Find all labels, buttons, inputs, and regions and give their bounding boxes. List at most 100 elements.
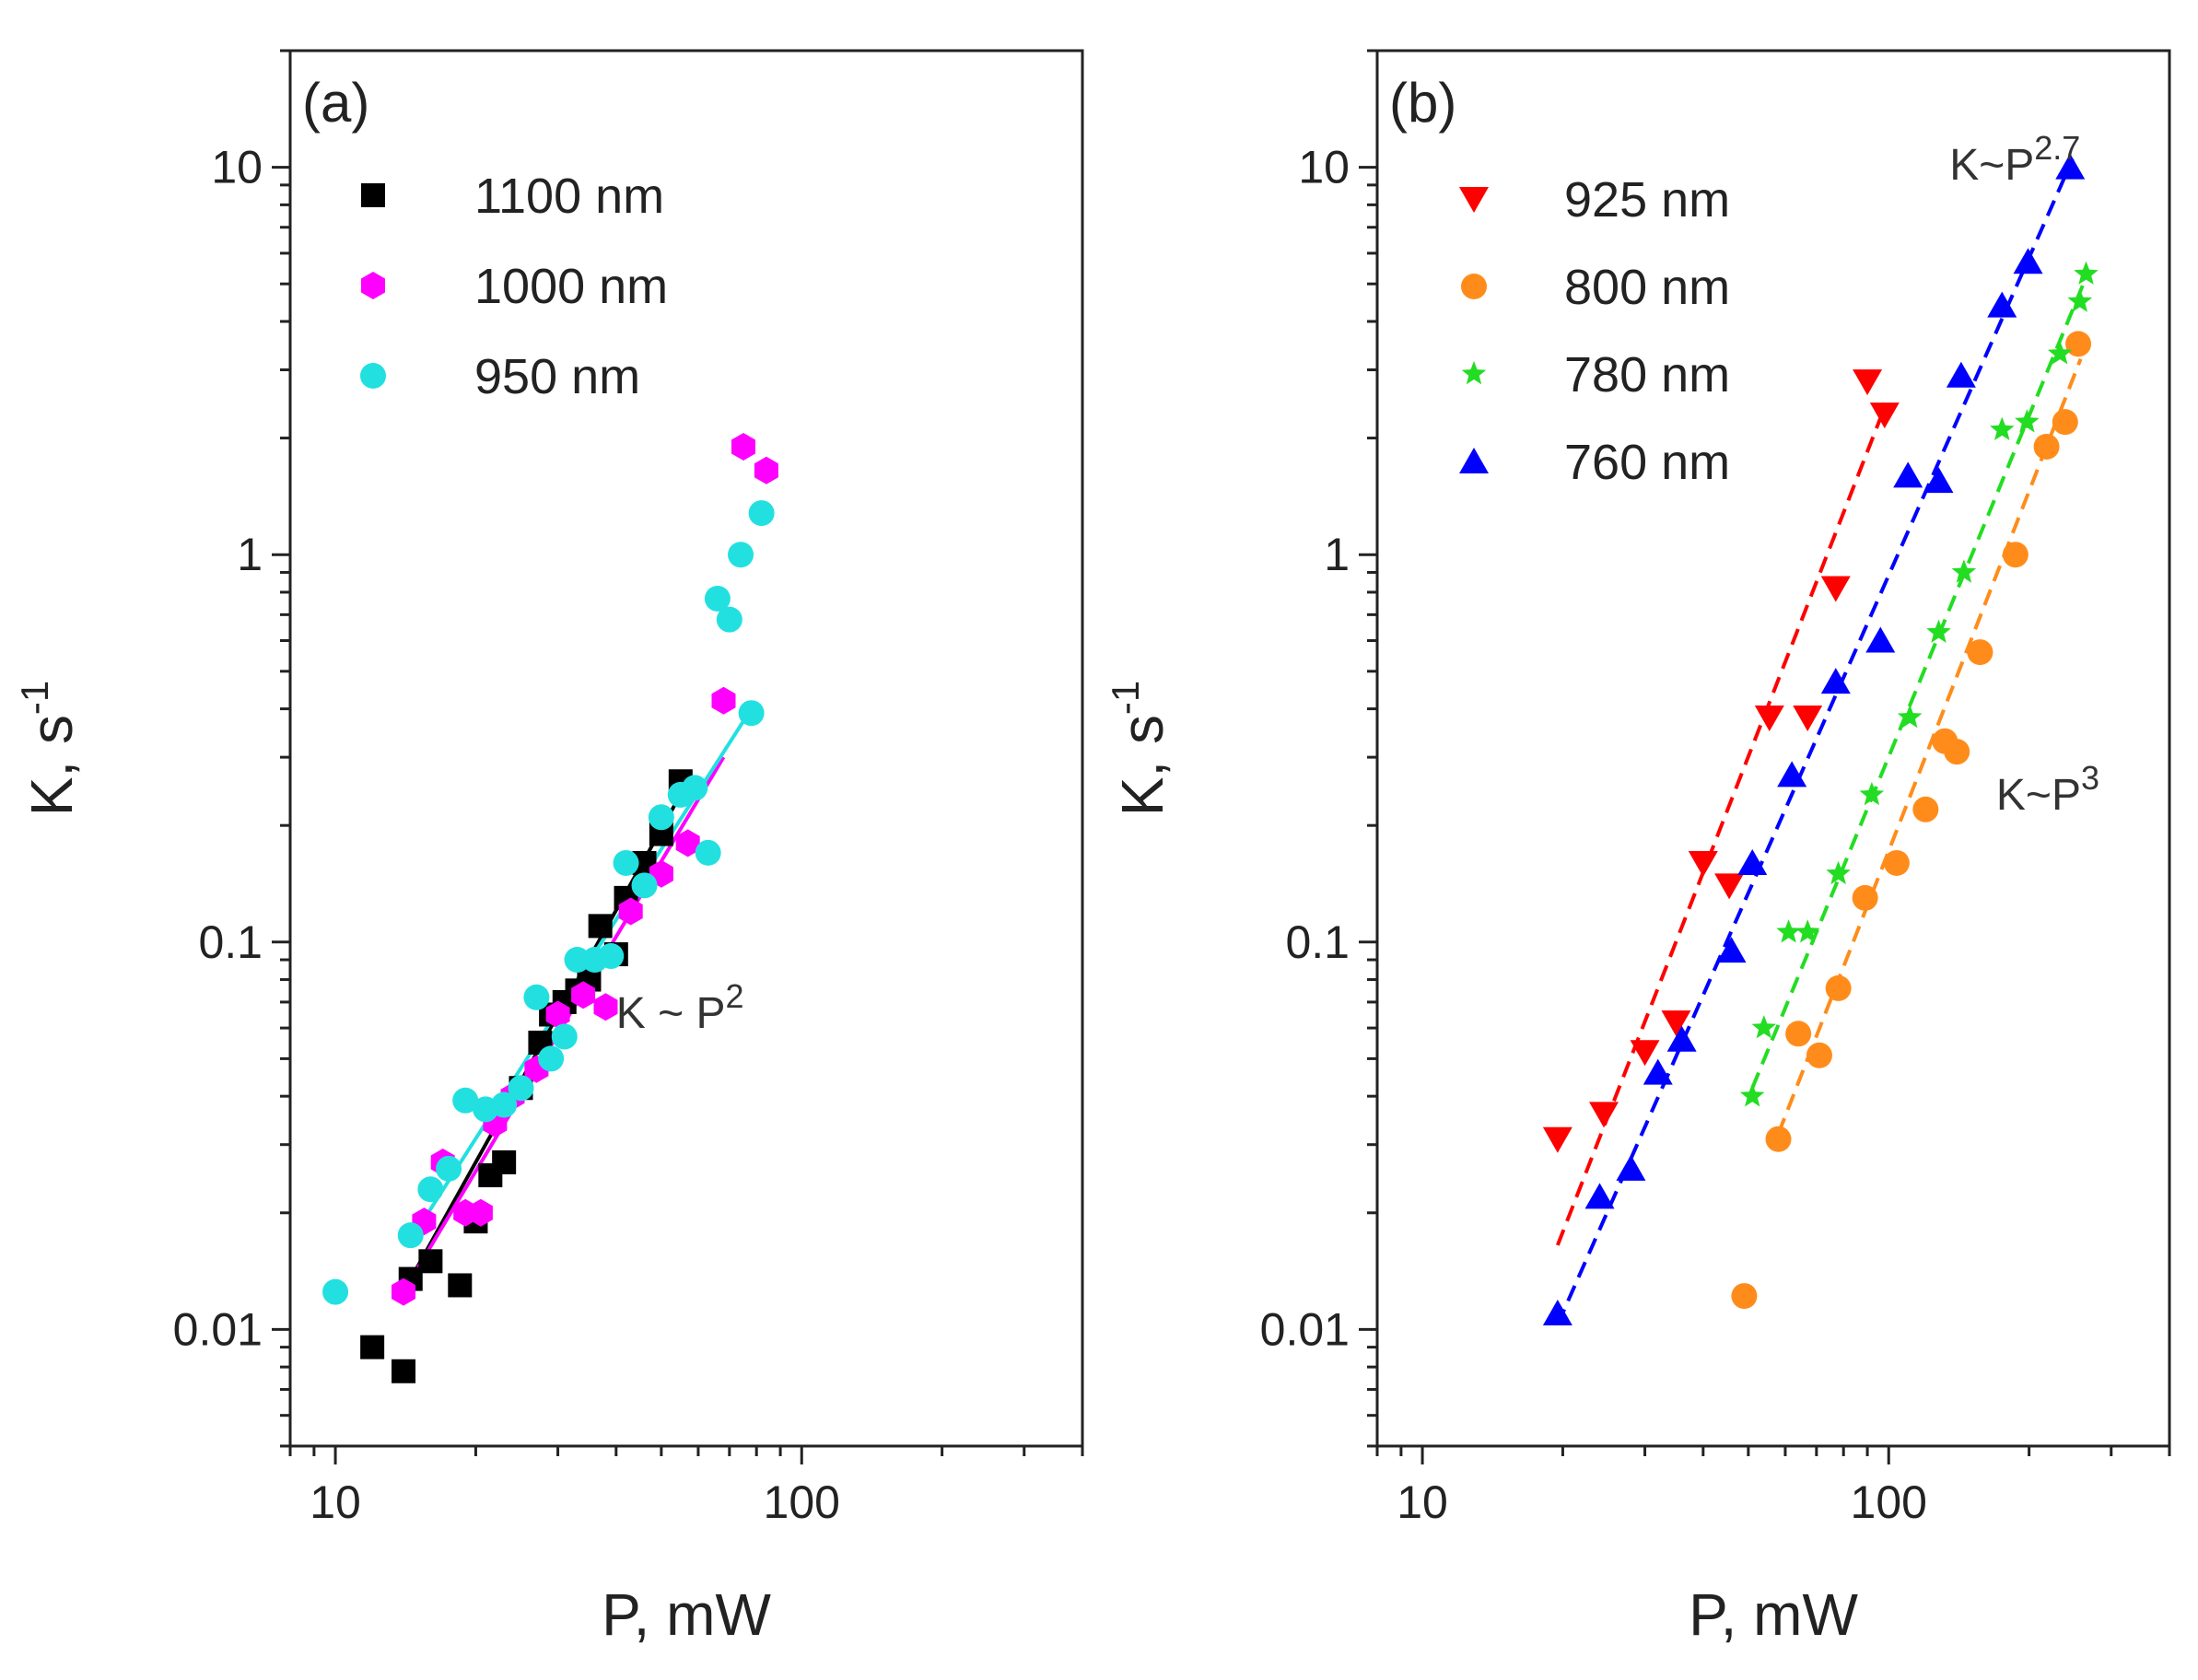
data-point-800-nm [2033,433,2060,460]
legend-marker-925-nm [1459,187,1489,213]
panel-label: (a) [302,72,369,134]
data-point-950-nm [716,606,742,633]
data-point-760-nm [1737,848,1768,875]
data-point-950-nm [417,1176,444,1203]
data-points [1542,153,2099,1325]
series-925-nm [1542,369,1900,1153]
data-point-780-nm [1926,619,1951,643]
x-axis: 10 100 [288,1446,1084,1528]
data-point-780-nm [1897,704,1923,729]
data-point-800-nm [2052,409,2078,436]
data-point-1100-nm [392,1359,416,1383]
x-axis-label: P, mW [602,1581,771,1648]
annotation-power-law: K~P2.7 [1949,129,2080,190]
y-axis-label-superscript: -1 [13,681,56,715]
data-point-1000-nm [468,1198,493,1227]
series-950-nm [322,500,775,1305]
panel-a: 10 100 0.01 0.1 1 10 P, mW K, s-1 (a) 1100 nm 1000… [13,49,1084,1648]
data-point-1000-nm [392,1278,415,1306]
data-point-780-nm [2067,288,2093,312]
y-tick-label: 0.01 [1260,1303,1350,1355]
plot-frame [1375,49,2171,1448]
data-point-780-nm [2015,409,2040,433]
data-point-760-nm [1666,1025,1697,1052]
data-point-780-nm [1751,1015,1777,1039]
data-point-950-nm [491,1091,518,1118]
annotation-power-law: K~P3 [1996,759,2099,820]
data-point-950-nm [397,1222,424,1249]
legend-marker-950-nm [360,363,386,389]
data-point-800-nm [1967,639,1993,666]
data-point-1000-nm [571,981,596,1009]
y-tick-label: 10 [211,142,263,193]
data-point-780-nm [1739,1083,1765,1107]
legend-label-1100-nm: 1100 nm [474,169,664,224]
data-point-950-nm [648,804,674,831]
data-point-950-nm [613,849,639,876]
data-point-950-nm [452,1087,479,1114]
data-point-760-nm [2013,248,2043,274]
data-point-780-nm [2047,341,2073,365]
data-point-760-nm [1584,1183,1615,1209]
annotation-text: K~P [1949,141,2034,190]
data-point-1100-nm [492,1149,517,1174]
annotation-exponent: 2.7 [2034,129,2080,167]
y-axis-label: K, s-1 [1104,681,1175,817]
data-point-800-nm [1765,1126,1792,1152]
data-point-925-nm [1661,1010,1691,1037]
data-point-925-nm [1589,1102,1619,1128]
data-points [322,433,778,1383]
data-point-760-nm [1946,361,1976,388]
y-axis-label: K, s-1 [13,681,85,817]
y-axis-label-superscript: -1 [1104,681,1147,715]
data-point-760-nm [1716,937,1747,963]
data-point-780-nm [1795,919,1820,943]
legend-marker-760-nm [1459,448,1489,473]
data-point-800-nm [1785,1021,1812,1047]
data-point-760-nm [1542,1299,1573,1325]
data-point-760-nm [1893,461,1923,488]
legend-marker-780-nm [1461,361,1487,385]
y-axis-label-text: K, s [18,715,85,816]
series-780-nm [1739,261,2099,1107]
fit-lines [1556,158,2088,1325]
data-point-760-nm [1820,668,1851,694]
data-point-760-nm [1987,291,2017,318]
data-point-800-nm [1944,739,1970,765]
legend-label-925-nm: 925 nm [1564,172,1730,228]
x-axis: 10 100 [1375,1446,2171,1528]
fit-line-925-nm [1556,406,1887,1246]
data-point-1000-nm [593,993,618,1021]
data-point-1100-nm [418,1249,443,1274]
x-tick-label: 10 [1397,1476,1448,1528]
data-point-760-nm [1616,1154,1646,1181]
data-point-760-nm [1643,1058,1673,1085]
data-point-950-nm [695,839,721,866]
series-760-nm [1542,153,2086,1325]
data-point-925-nm [1820,576,1851,602]
data-point-925-nm [1630,1040,1660,1067]
data-point-950-nm [598,943,625,970]
annotation-power-law: K ~ P2 [616,977,744,1038]
legend-marker-800-nm [1461,274,1487,299]
data-point-950-nm [704,585,731,612]
data-point-925-nm [1793,705,1823,731]
y-tick-label: 0.1 [1285,916,1350,968]
series-800-nm [1731,331,2092,1310]
data-point-760-nm [1865,626,1896,653]
data-point-800-nm [1852,884,1878,911]
fit-line-760-nm [1556,158,2075,1325]
panel-label: (b) [1389,72,1456,134]
legend-label-950-nm: 950 nm [474,349,640,404]
data-point-950-nm [728,542,754,568]
fit-line-800-nm [1776,358,2083,1135]
legend: 1100 nm 1000 nm 950 nm [360,169,668,404]
y-tick-label: 0.01 [173,1303,263,1355]
data-point-950-nm [508,1075,534,1102]
data-point-950-nm [631,872,658,899]
x-axis-label: P, mW [1689,1581,1858,1648]
data-point-925-nm [1853,369,1883,396]
legend-label-780-nm: 780 nm [1564,347,1730,402]
data-point-800-nm [2065,331,2092,357]
